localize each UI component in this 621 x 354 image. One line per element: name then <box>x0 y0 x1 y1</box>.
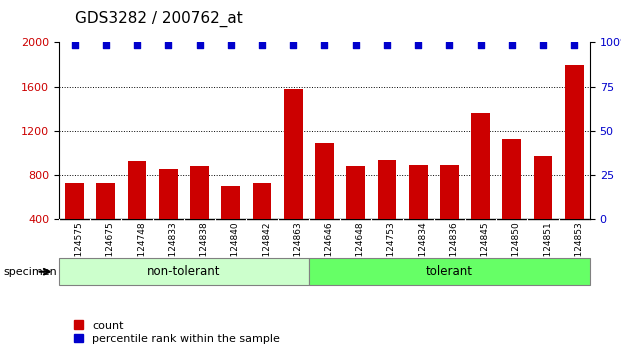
Bar <box>284 89 302 264</box>
Bar <box>565 65 584 264</box>
Text: GSM124753: GSM124753 <box>387 222 396 276</box>
Bar <box>222 186 240 264</box>
Text: GSM124833: GSM124833 <box>168 222 178 276</box>
Bar <box>253 183 271 264</box>
Bar <box>533 156 553 264</box>
Point <box>445 42 455 47</box>
Text: GSM124853: GSM124853 <box>574 222 583 276</box>
Text: GSM124842: GSM124842 <box>262 222 271 276</box>
Point <box>226 42 236 47</box>
Point <box>319 42 329 47</box>
Bar <box>471 113 490 264</box>
Text: GSM124646: GSM124646 <box>324 222 333 276</box>
Bar <box>502 139 521 264</box>
Text: GSM124575: GSM124575 <box>75 222 84 276</box>
Point <box>101 42 111 47</box>
Legend: count, percentile rank within the sample: count, percentile rank within the sample <box>70 316 284 348</box>
Bar <box>315 143 334 264</box>
Text: GSM124845: GSM124845 <box>481 222 489 276</box>
Bar <box>440 165 459 264</box>
Bar <box>59 258 309 285</box>
Point <box>476 42 486 47</box>
Text: GSM124834: GSM124834 <box>418 222 427 276</box>
Point <box>382 42 392 47</box>
Text: GSM124748: GSM124748 <box>137 222 146 276</box>
Bar <box>128 161 147 264</box>
Text: specimen: specimen <box>3 267 57 277</box>
Point <box>351 42 361 47</box>
Bar <box>65 183 84 264</box>
Text: GSM124675: GSM124675 <box>106 222 115 276</box>
Text: GSM124840: GSM124840 <box>231 222 240 276</box>
Point <box>288 42 298 47</box>
Point <box>257 42 267 47</box>
Text: tolerant: tolerant <box>426 265 473 278</box>
Text: GSM124863: GSM124863 <box>293 222 302 276</box>
Point <box>194 42 204 47</box>
Point <box>163 42 173 47</box>
Bar <box>190 166 209 264</box>
Bar <box>159 169 178 264</box>
Bar <box>347 166 365 264</box>
Text: GSM124838: GSM124838 <box>199 222 209 276</box>
Text: GSM124851: GSM124851 <box>543 222 552 276</box>
Bar <box>96 183 116 264</box>
Text: GSM124836: GSM124836 <box>450 222 458 276</box>
Point <box>538 42 548 47</box>
Bar <box>409 165 427 264</box>
Text: GDS3282 / 200762_at: GDS3282 / 200762_at <box>75 11 242 27</box>
Text: GSM124850: GSM124850 <box>512 222 521 276</box>
Bar <box>378 160 396 264</box>
Bar <box>309 258 590 285</box>
Point <box>507 42 517 47</box>
Point <box>70 42 79 47</box>
Text: non-tolerant: non-tolerant <box>147 265 220 278</box>
Text: GSM124648: GSM124648 <box>356 222 365 276</box>
Point <box>569 42 579 47</box>
Point <box>413 42 423 47</box>
Point <box>132 42 142 47</box>
